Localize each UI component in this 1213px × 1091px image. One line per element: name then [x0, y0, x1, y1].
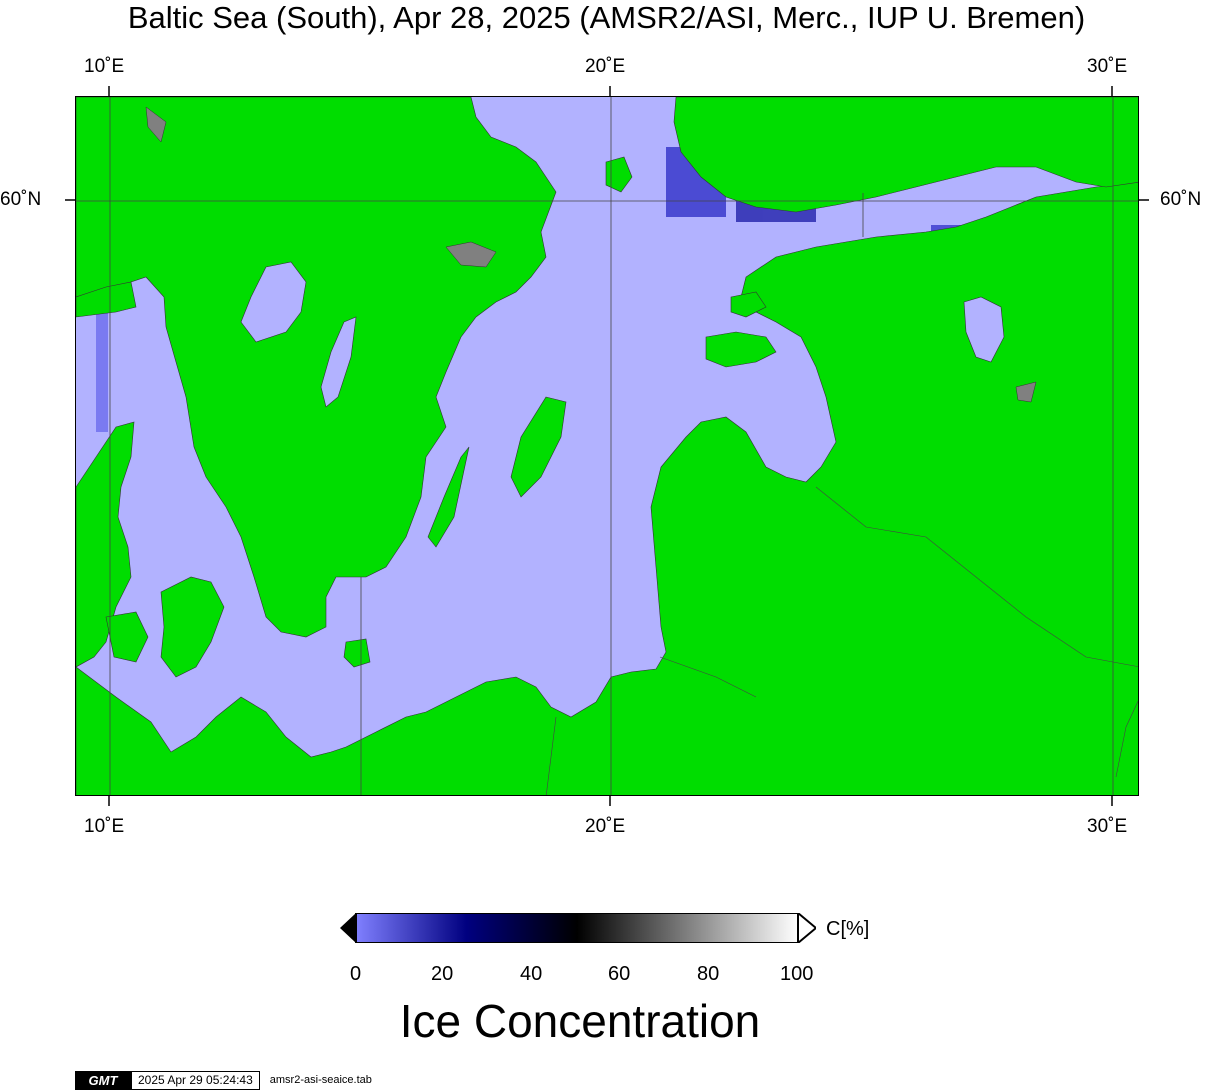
lon-label-bottom-10: 10˚E: [84, 816, 125, 837]
colorbar-low-triangle: [340, 913, 356, 943]
colorbar-high-triangle: [797, 913, 816, 943]
land-saaremaa: [705, 331, 777, 368]
colorbar-title: Ice Concentration: [399, 995, 761, 1047]
land-hiiumaa: [730, 291, 767, 318]
country-borders: [545, 486, 1138, 795]
lon-label-bottom-20: 20˚E: [585, 816, 626, 837]
land-scandinavia: [76, 97, 557, 638]
graticule: [76, 97, 1138, 795]
lake-vattern: [320, 316, 357, 408]
land-zealand: [160, 576, 225, 678]
colorbar-tick-80: 80: [697, 963, 720, 985]
map-title: Baltic Sea (South), Apr 28, 2025 (AMSR2/…: [127, 0, 1086, 35]
colorbar-unit: C[%]: [826, 918, 870, 940]
lon-label-bottom-30: 30˚E: [1087, 816, 1128, 837]
colorbar-gradient: [355, 913, 799, 943]
gmt-logo: GMT: [75, 1070, 131, 1090]
colorbar-tick-100: 100: [780, 963, 814, 985]
colorbar-tick-60: 60: [608, 963, 631, 985]
land-finland: [673, 97, 1138, 213]
lon-label-top-20: 20˚E: [585, 56, 626, 77]
land-jutland: [76, 421, 135, 668]
land-norway-south: [76, 281, 137, 318]
map-panel: [75, 96, 1139, 796]
footer: GMT 2025 Apr 29 05:24:43 amsr2-asi-seaic…: [75, 1070, 372, 1090]
lon-label-top-10: 10˚E: [84, 56, 125, 77]
lon-label-top-30: 30˚E: [1087, 56, 1128, 77]
colorbar: [340, 913, 816, 943]
land-funen: [105, 611, 149, 663]
lat-label-left-60: 60˚N: [0, 189, 42, 210]
command-label: amsr2-asi-seaice.tab: [269, 1074, 372, 1086]
land-aland: [605, 156, 633, 193]
timestamp: 2025 Apr 29 05:24:43: [131, 1070, 260, 1090]
colorbar-tick-0: 0: [350, 963, 362, 985]
lake-vanern: [240, 261, 307, 343]
no-data-areas: [145, 106, 1037, 403]
colorbar-tick-40: 40: [520, 963, 543, 985]
land-bornholm: [343, 638, 371, 668]
land-south-coast: [76, 181, 1138, 795]
lake-peipus: [963, 296, 1005, 363]
lat-label-right-60: 60˚N: [1160, 189, 1202, 210]
colorbar-tick-20: 20: [431, 963, 454, 985]
land-oland: [427, 446, 470, 548]
land-gotland: [510, 396, 567, 498]
baltic-map: [76, 97, 1138, 795]
